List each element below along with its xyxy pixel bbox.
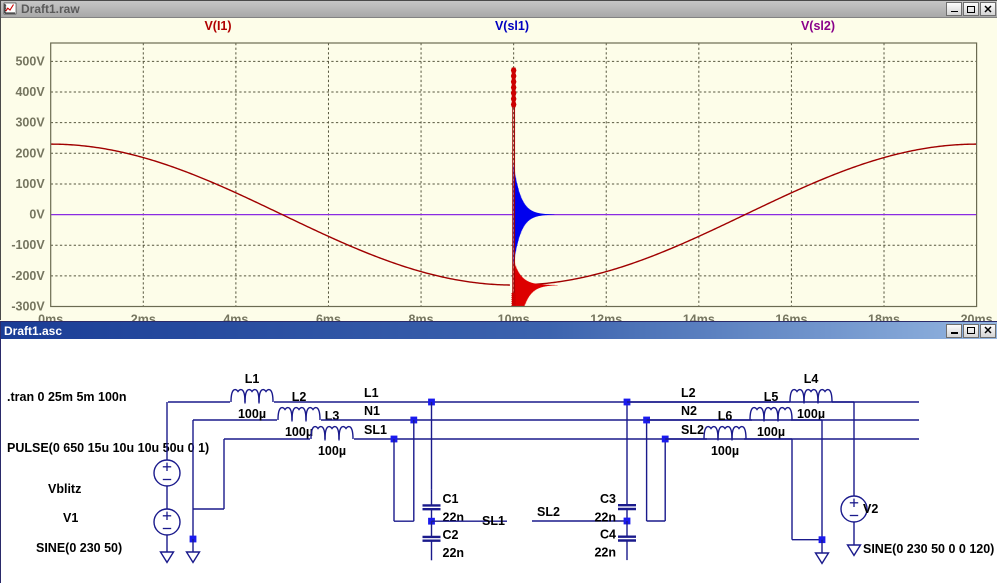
svg-text:C3: C3	[600, 492, 616, 506]
svg-text:20ms: 20ms	[961, 313, 993, 322]
svg-text:18ms: 18ms	[868, 313, 900, 322]
svg-text:C1: C1	[443, 492, 459, 506]
svg-text:12ms: 12ms	[590, 313, 622, 322]
svg-text:SL1: SL1	[482, 514, 505, 528]
svg-text:C2: C2	[443, 528, 459, 542]
svg-text:.tran 0 25m 5m 100n: .tran 0 25m 5m 100n	[7, 390, 127, 404]
svg-text:L4: L4	[804, 372, 819, 386]
svg-text:L3: L3	[325, 409, 340, 423]
svg-text:0ms: 0ms	[38, 313, 63, 322]
svg-text:V(sl2): V(sl2)	[801, 19, 835, 33]
svg-text:300V: 300V	[15, 116, 45, 130]
svg-text:L2: L2	[681, 386, 696, 400]
svg-text:V1: V1	[63, 511, 78, 525]
svg-text:L1: L1	[364, 386, 379, 400]
svg-text:-100V: -100V	[11, 238, 45, 252]
svg-text:N2: N2	[681, 404, 697, 418]
svg-text:22n: 22n	[594, 511, 616, 525]
svg-text:SINE(0 230 50): SINE(0 230 50)	[36, 541, 122, 555]
svg-text:SINE(0 230 50 0 0 120): SINE(0 230 50 0 0 120)	[863, 542, 994, 556]
svg-text:L6: L6	[718, 409, 733, 423]
svg-text:100µ: 100µ	[797, 407, 825, 421]
svg-text:-200V: -200V	[11, 269, 45, 283]
svg-text:14ms: 14ms	[683, 313, 715, 322]
svg-text:22n: 22n	[594, 546, 616, 560]
svg-text:SL2: SL2	[537, 505, 560, 519]
svg-text:4ms: 4ms	[223, 313, 248, 322]
svg-text:SL1: SL1	[364, 423, 387, 437]
svg-text:C4: C4	[600, 528, 616, 542]
svg-text:6ms: 6ms	[316, 313, 341, 322]
svg-text:100µ: 100µ	[711, 444, 739, 458]
svg-text:22n: 22n	[443, 546, 465, 560]
svg-text:2ms: 2ms	[131, 313, 156, 322]
svg-text:V(I1): V(I1)	[204, 19, 231, 33]
svg-text:L5: L5	[764, 390, 779, 404]
svg-text:PULSE(0 650 15u 10u 10u 50u 0: PULSE(0 650 15u 10u 10u 50u 0 1)	[7, 441, 209, 455]
svg-text:22n: 22n	[443, 511, 465, 525]
svg-text:SL2: SL2	[681, 423, 704, 437]
svg-text:100V: 100V	[15, 177, 45, 191]
svg-text:0V: 0V	[29, 208, 45, 222]
svg-text:V2: V2	[863, 502, 878, 516]
svg-text:16ms: 16ms	[775, 313, 807, 322]
svg-text:Vblitz: Vblitz	[48, 482, 81, 496]
svg-text:200V: 200V	[15, 146, 45, 160]
svg-text:400V: 400V	[15, 85, 45, 99]
svg-text:100µ: 100µ	[757, 425, 785, 439]
svg-text:100µ: 100µ	[285, 425, 313, 439]
svg-text:100µ: 100µ	[238, 407, 266, 421]
svg-text:N1: N1	[364, 404, 380, 418]
svg-text:10ms: 10ms	[498, 313, 530, 322]
svg-text:8ms: 8ms	[409, 313, 434, 322]
svg-text:L1: L1	[245, 372, 260, 386]
svg-text:-300V: -300V	[11, 300, 45, 314]
svg-text:V(sl1): V(sl1)	[495, 19, 529, 33]
svg-text:100µ: 100µ	[318, 444, 346, 458]
svg-text:500V: 500V	[15, 54, 45, 68]
